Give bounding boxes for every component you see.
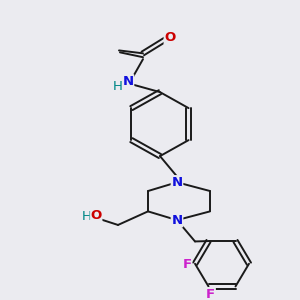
Text: H: H (82, 210, 92, 223)
Text: N: N (122, 75, 134, 88)
Text: O: O (90, 209, 102, 222)
Text: H: H (113, 80, 123, 93)
Text: N: N (171, 176, 183, 189)
Text: O: O (90, 209, 102, 222)
Text: F: F (182, 258, 192, 271)
Text: N: N (171, 214, 183, 226)
Text: F: F (206, 288, 215, 300)
Text: H: H (82, 210, 92, 223)
Text: N: N (171, 176, 183, 189)
Text: O: O (164, 31, 175, 44)
Text: H: H (113, 80, 123, 93)
Text: N: N (122, 75, 134, 88)
Text: N: N (171, 214, 183, 226)
Text: F: F (182, 258, 192, 271)
Text: F: F (206, 288, 215, 300)
Text: O: O (164, 31, 175, 44)
